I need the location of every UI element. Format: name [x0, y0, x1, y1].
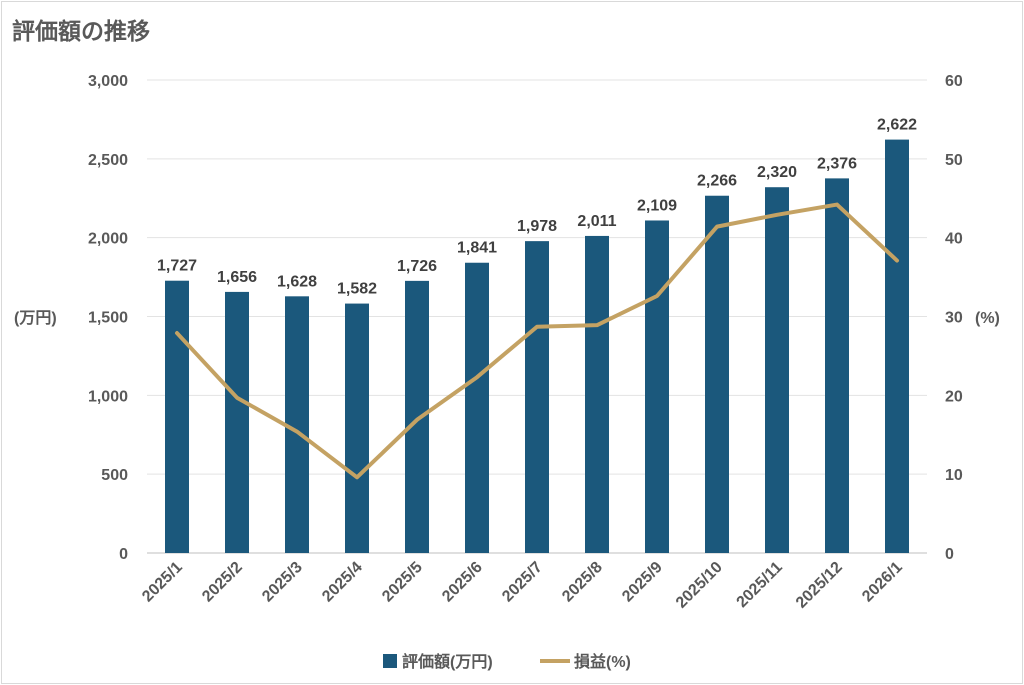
y2-tick-label: 0 — [945, 546, 954, 563]
y-tick-label: 500 — [101, 467, 128, 484]
legend-bar-label: 評価額(万円) — [402, 652, 493, 671]
bar — [525, 241, 549, 554]
bar — [765, 187, 789, 554]
bar-data-label: 2,376 — [817, 155, 857, 172]
bar-data-label: 1,726 — [397, 258, 437, 275]
y2-tick-label: 50 — [945, 152, 963, 169]
x-tick-label: 2025/11 — [734, 559, 786, 611]
bar — [465, 262, 489, 553]
bar-data-label: 2,320 — [757, 164, 797, 181]
bar — [285, 296, 309, 553]
y2-axis-label: (%) — [975, 310, 1000, 327]
x-tick-label: 2025/1 — [139, 559, 186, 606]
bar-data-label: 1,656 — [217, 269, 257, 286]
x-tick-label: 2025/2 — [199, 559, 246, 606]
x-tick-label: 2025/5 — [379, 559, 426, 606]
bar — [645, 220, 669, 553]
chart-title: 評価額の推移 — [12, 18, 150, 44]
y-tick-label: 3,000 — [88, 73, 128, 90]
x-tick-label: 2025/7 — [499, 559, 546, 606]
x-tick-label: 2025/10 — [673, 559, 726, 612]
bar — [405, 280, 429, 553]
x-tick-label: 2025/8 — [559, 559, 606, 606]
x-tick-label: 2025/6 — [439, 559, 486, 606]
bar — [885, 139, 909, 553]
y2-tick-label: 40 — [945, 231, 963, 248]
legend-bar-swatch — [383, 654, 397, 668]
y2-tick-label: 30 — [945, 310, 963, 327]
y-tick-label: 0 — [119, 546, 128, 563]
x-tick-label: 2025/12 — [793, 559, 846, 612]
bar-data-label: 2,011 — [577, 213, 616, 230]
bar — [165, 280, 189, 553]
bar — [345, 303, 369, 553]
bar-data-label: 1,727 — [157, 258, 197, 275]
bar-data-label: 2,109 — [637, 197, 677, 214]
y-tick-label: 1,000 — [88, 388, 128, 405]
y-tick-label: 2,500 — [88, 152, 128, 169]
x-tick-label: 2025/9 — [619, 559, 666, 606]
y-tick-label: 2,000 — [88, 231, 128, 248]
bar-data-label: 1,841 — [457, 240, 497, 257]
y2-tick-label: 20 — [945, 388, 963, 405]
y-axis-label: (万円) — [14, 309, 57, 327]
bar — [825, 178, 849, 553]
bar — [225, 291, 249, 553]
bar-data-label: 1,582 — [337, 281, 377, 298]
legend-line-label: 損益(%) — [574, 652, 631, 671]
bar — [585, 235, 609, 554]
bar — [705, 195, 729, 553]
x-tick-label: 2025/3 — [259, 559, 306, 606]
y2-tick-label: 60 — [945, 73, 963, 90]
bar-data-label: 2,266 — [697, 173, 737, 190]
bar-data-label: 1,628 — [277, 273, 317, 290]
x-tick-label: 2025/4 — [319, 559, 366, 606]
bar-data-label: 1,978 — [517, 218, 557, 235]
bar-data-label: 2,622 — [877, 117, 917, 134]
y2-tick-label: 10 — [945, 467, 963, 484]
x-tick-label: 2026/1 — [859, 559, 906, 606]
y-tick-label: 1,500 — [88, 310, 128, 327]
